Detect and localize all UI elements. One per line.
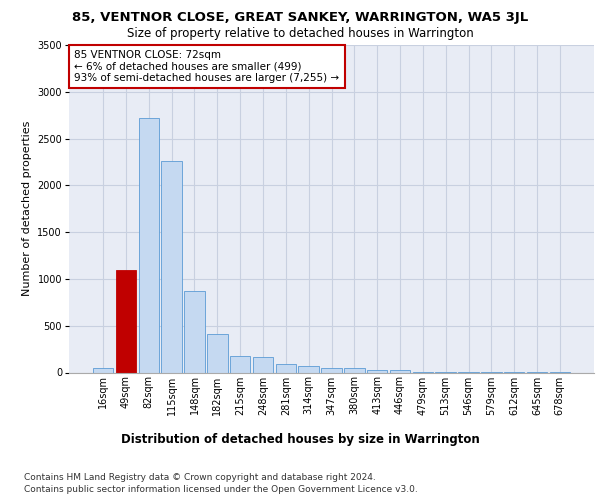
Bar xyxy=(321,368,342,372)
Bar xyxy=(116,270,136,372)
Bar xyxy=(390,370,410,372)
Bar xyxy=(161,161,182,372)
Bar xyxy=(275,364,296,372)
Bar xyxy=(344,368,365,372)
Text: Contains HM Land Registry data © Crown copyright and database right 2024.: Contains HM Land Registry data © Crown c… xyxy=(24,472,376,482)
Bar xyxy=(298,366,319,372)
Y-axis label: Number of detached properties: Number of detached properties xyxy=(22,121,32,296)
Bar xyxy=(139,118,159,372)
Text: Contains public sector information licensed under the Open Government Licence v3: Contains public sector information licen… xyxy=(24,485,418,494)
Text: 85 VENTNOR CLOSE: 72sqm
← 6% of detached houses are smaller (499)
93% of semi-de: 85 VENTNOR CLOSE: 72sqm ← 6% of detached… xyxy=(74,50,340,83)
Text: Size of property relative to detached houses in Warrington: Size of property relative to detached ho… xyxy=(127,28,473,40)
Text: Distribution of detached houses by size in Warrington: Distribution of detached houses by size … xyxy=(121,432,479,446)
Bar xyxy=(253,356,273,372)
Text: 85, VENTNOR CLOSE, GREAT SANKEY, WARRINGTON, WA5 3JL: 85, VENTNOR CLOSE, GREAT SANKEY, WARRING… xyxy=(72,11,528,24)
Bar xyxy=(230,356,250,372)
Bar xyxy=(367,370,388,372)
Bar xyxy=(184,291,205,372)
Bar xyxy=(93,368,113,372)
Bar xyxy=(207,334,227,372)
